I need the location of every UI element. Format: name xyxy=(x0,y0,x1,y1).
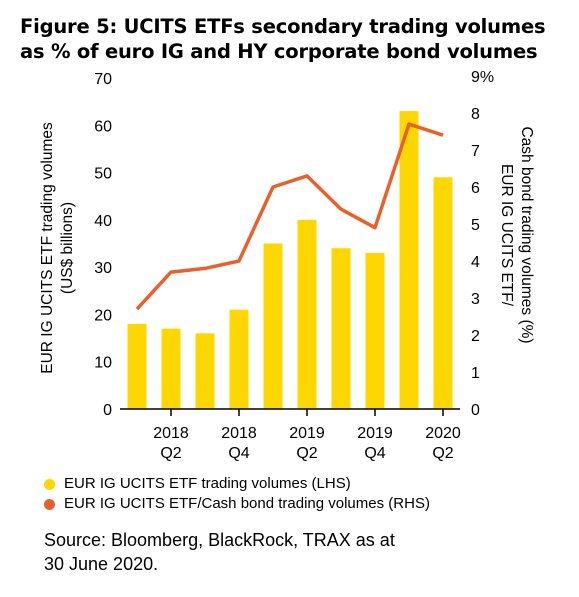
bar-series xyxy=(127,111,453,409)
left-tick-label: 10 xyxy=(94,355,112,372)
x-tick-label-quarter: Q4 xyxy=(228,445,249,462)
right-axis-ticks: 0 1 2 3 4 5 6 7 8 9% xyxy=(471,69,494,419)
chart-title-line2: as % of euro IG and HY corporate bond vo… xyxy=(20,40,538,63)
right-tick-label: 1 xyxy=(471,365,480,382)
bar xyxy=(297,219,317,409)
chart-legend: EUR IG UCITS ETF trading volumes (LHS) E… xyxy=(44,474,430,514)
left-tick-label: 40 xyxy=(94,213,112,230)
right-tick-label: 9% xyxy=(471,69,494,86)
ratio-line-series xyxy=(135,122,444,311)
right-tick-label: 2 xyxy=(471,328,480,345)
legend-label-ratio: EUR IG UCITS ETF/Cash bond trading volum… xyxy=(64,495,430,512)
left-tick-label: 70 xyxy=(94,71,112,88)
bar xyxy=(263,243,283,409)
right-tick-label: 4 xyxy=(471,254,480,271)
x-tick-label-year: 2019 xyxy=(357,425,393,442)
left-tick-label: 0 xyxy=(103,402,112,419)
legend-marker-line xyxy=(44,498,55,510)
right-axis-label-line2: Cash bond trading volumes (%) xyxy=(518,126,535,343)
right-tick-label: 0 xyxy=(471,402,480,419)
x-tick-label-quarter: Q2 xyxy=(432,445,453,462)
source-line1: Source: Bloomberg, BlackRock, TRAX as at xyxy=(44,530,395,550)
left-tick-label: 30 xyxy=(94,260,112,277)
x-tick-label-year: 2018 xyxy=(221,425,257,442)
bar xyxy=(331,248,351,409)
legend-item-ratio: EUR IG UCITS ETF/Cash bond trading volum… xyxy=(44,494,430,514)
source-note: Source: Bloomberg, BlackRock, TRAX as at… xyxy=(44,528,464,576)
legend-label-volumes: EUR IG UCITS ETF trading volumes (LHS) xyxy=(64,475,351,492)
right-tick-label: 6 xyxy=(471,180,480,197)
bar xyxy=(229,309,249,409)
right-tick-label: 5 xyxy=(471,217,480,234)
chart-title: Figure 5: UCITS ETFs secondary trading v… xyxy=(20,14,570,64)
left-tick-label: 20 xyxy=(94,307,112,324)
right-tick-label: 7 xyxy=(471,143,480,160)
legend-item-volumes: EUR IG UCITS ETF trading volumes (LHS) xyxy=(44,474,430,494)
x-tick-label-year: 2020 xyxy=(425,425,461,442)
x-axis-ticks: 2018 Q2 2018 Q4 2019 Q2 2019 Q4 2020 Q2 xyxy=(153,409,461,462)
x-tick-label-year: 2019 xyxy=(289,425,325,442)
x-tick-label-quarter: Q2 xyxy=(296,445,317,462)
bar xyxy=(161,328,181,409)
left-axis-label-line2: (US$ billions) xyxy=(59,202,76,294)
x-tick-label-quarter: Q2 xyxy=(160,445,181,462)
source-line2: 30 June 2020. xyxy=(44,554,159,574)
legend-marker-bar xyxy=(44,478,55,490)
chart-area: 0 10 20 30 40 50 60 70 0 1 2 3 4 5 6 7 8 9% 2018 Q2 2018 Q4… xyxy=(39,69,535,462)
left-tick-label: 50 xyxy=(94,166,112,183)
x-tick-label-quarter: Q4 xyxy=(364,445,385,462)
right-tick-label: 3 xyxy=(471,291,480,308)
left-axis-ticks: 0 10 20 30 40 50 60 70 xyxy=(94,71,112,419)
right-tick-label: 8 xyxy=(471,106,480,123)
left-tick-label: 60 xyxy=(94,118,112,135)
chart-title-line1: Figure 5: UCITS ETFs secondary trading v… xyxy=(20,15,546,38)
right-axis-label-line1: EUR IG UCITS ETF/ xyxy=(498,164,515,307)
bar xyxy=(127,323,147,409)
bar xyxy=(399,111,419,409)
bar xyxy=(365,252,385,409)
left-axis-label-line1: EUR IG UCITS ETF trading volumes xyxy=(39,122,56,374)
bar xyxy=(195,333,215,409)
bar xyxy=(433,177,453,409)
x-tick-label-year: 2018 xyxy=(153,425,189,442)
